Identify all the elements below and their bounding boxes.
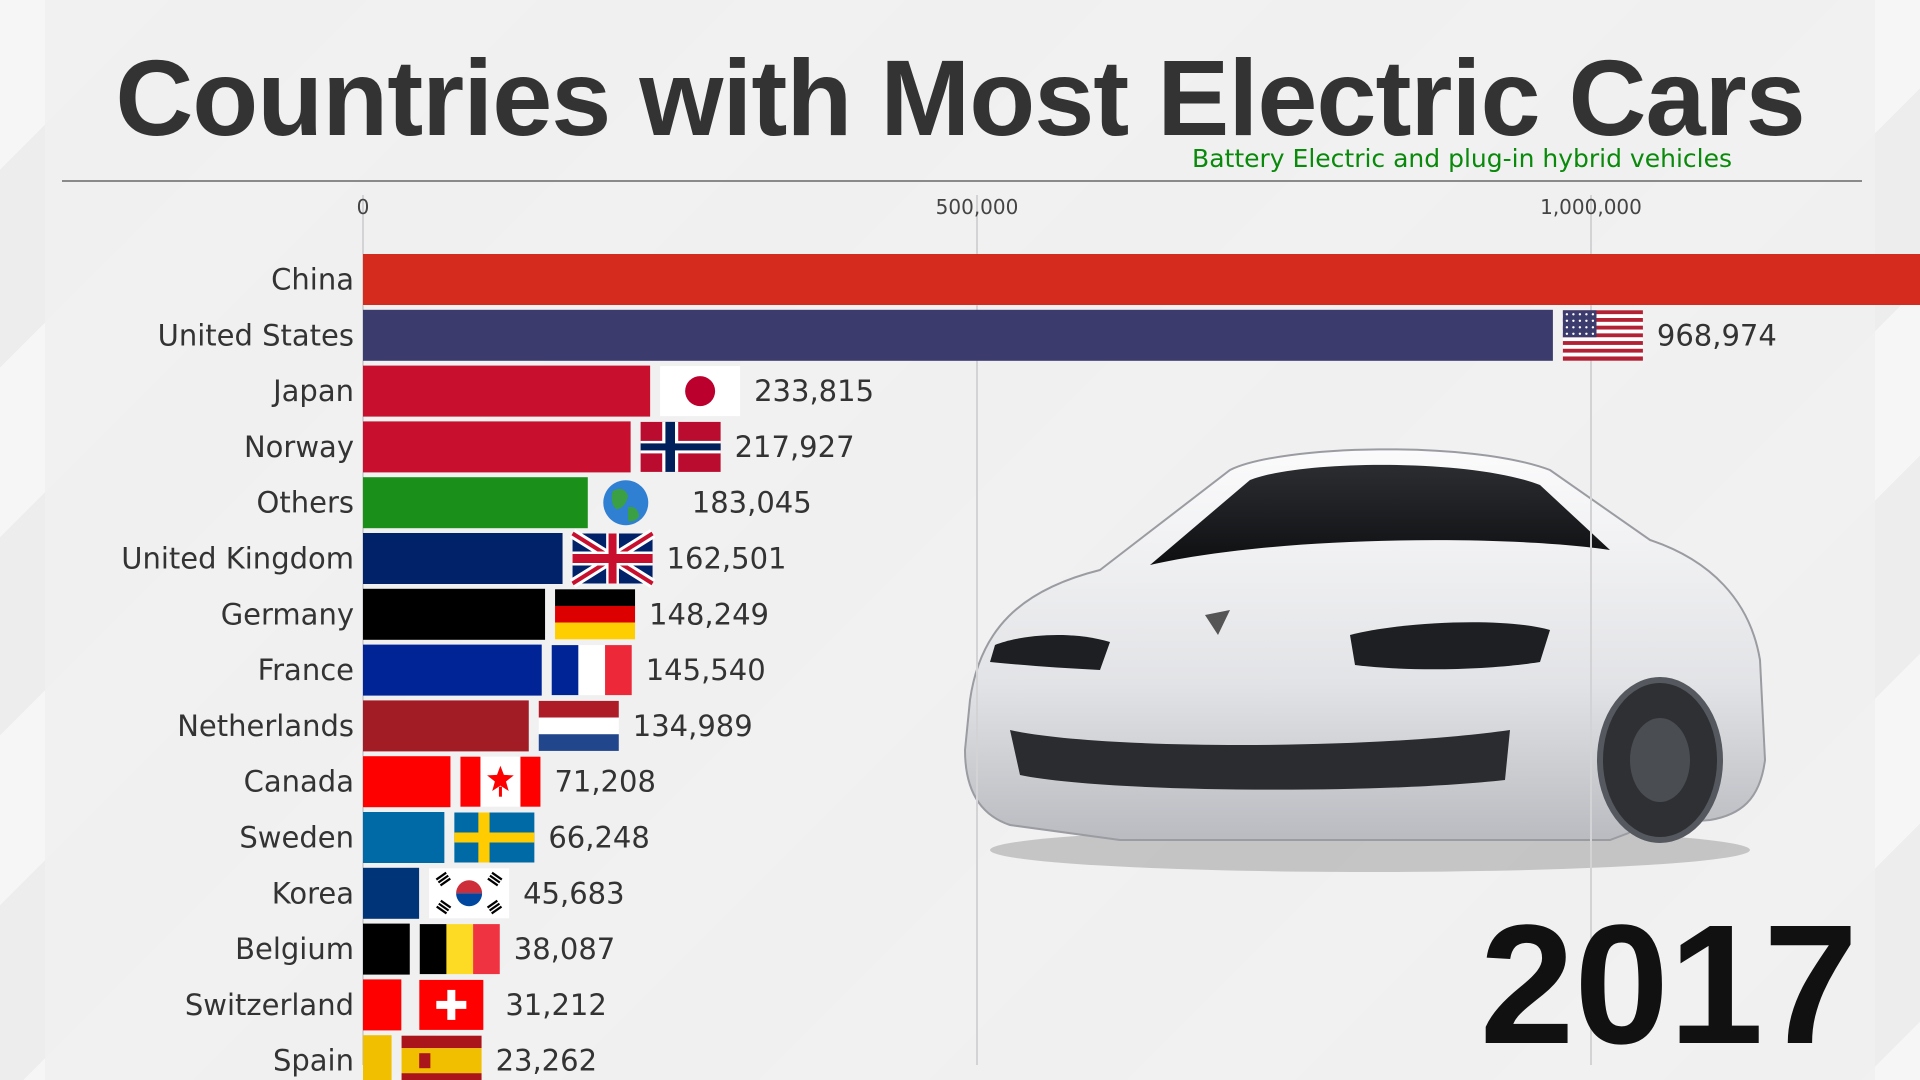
category-label: Switzerland [185, 988, 354, 1022]
france-flag-icon [551, 645, 632, 696]
value-label: 38,087 [514, 932, 615, 966]
germany-flag-icon [555, 589, 636, 640]
korea-flag-icon [429, 868, 510, 919]
value-label: 23,262 [496, 1044, 597, 1078]
x-tick-label: 0 [357, 195, 370, 219]
usa-flag-icon [1562, 310, 1643, 361]
bar [363, 477, 588, 529]
bar [363, 812, 445, 863]
bar [363, 533, 563, 584]
value-label: 183,045 [692, 486, 812, 520]
value-label: 148,249 [649, 597, 769, 631]
category-label: Korea [272, 876, 354, 910]
bar [363, 923, 410, 975]
car-image [963, 448, 1767, 872]
bar [363, 979, 402, 1031]
category-label: Canada [244, 765, 354, 799]
category-label: Netherlands [177, 709, 354, 743]
value-label: 162,501 [667, 542, 787, 576]
bar [363, 867, 420, 919]
category-label: United Kingdom [121, 542, 354, 576]
x-tick-label: 1,000,000 [1540, 195, 1642, 219]
bar [363, 309, 1553, 361]
category-label: Sweden [239, 821, 354, 855]
spain-flag-icon [401, 1035, 482, 1080]
bar [363, 700, 529, 752]
japan-flag-icon [660, 366, 741, 417]
value-label: 45,683 [523, 876, 624, 910]
value-label: 134,989 [633, 709, 753, 743]
value-label: 66,248 [548, 821, 649, 855]
netherlands-flag-icon [538, 700, 619, 751]
category-label: United States [158, 318, 354, 352]
value-label: 31,212 [505, 988, 606, 1022]
canada-flag-icon [460, 756, 541, 807]
value-label: 145,540 [646, 653, 766, 687]
bar [363, 644, 542, 696]
sweden-flag-icon [454, 812, 535, 863]
belgium-flag-icon [419, 924, 500, 975]
switzerland-flag-icon [419, 979, 484, 1030]
category-label: Others [257, 486, 354, 520]
category-label: Japan [271, 374, 354, 408]
chart-subtitle: Battery Electric and plug-in hybrid vehi… [1192, 144, 1732, 173]
globe-icon [603, 480, 649, 526]
uk-flag-icon [569, 529, 656, 588]
bar [363, 365, 651, 417]
value-label: 71,208 [554, 765, 655, 799]
bar [363, 254, 1920, 305]
category-label: Belgium [235, 932, 354, 966]
bar [363, 1035, 392, 1080]
value-label: 968,974 [1657, 318, 1777, 352]
category-label: Norway [244, 430, 354, 464]
norway-flag-icon [640, 421, 721, 472]
bar [363, 588, 546, 640]
bar [363, 756, 451, 808]
category-label: China [271, 263, 354, 297]
x-tick-label: 500,000 [936, 195, 1019, 219]
chart-title: Countries with Most Electric Cars [115, 37, 1805, 158]
bar [363, 421, 631, 473]
title-divider [62, 180, 1862, 182]
year-label: 2017 [1479, 890, 1858, 1080]
category-label: Spain [273, 1044, 354, 1078]
category-label: France [258, 653, 354, 687]
category-label: Germany [221, 597, 354, 631]
value-label: 233,815 [754, 374, 874, 408]
value-label: 217,927 [735, 430, 855, 464]
